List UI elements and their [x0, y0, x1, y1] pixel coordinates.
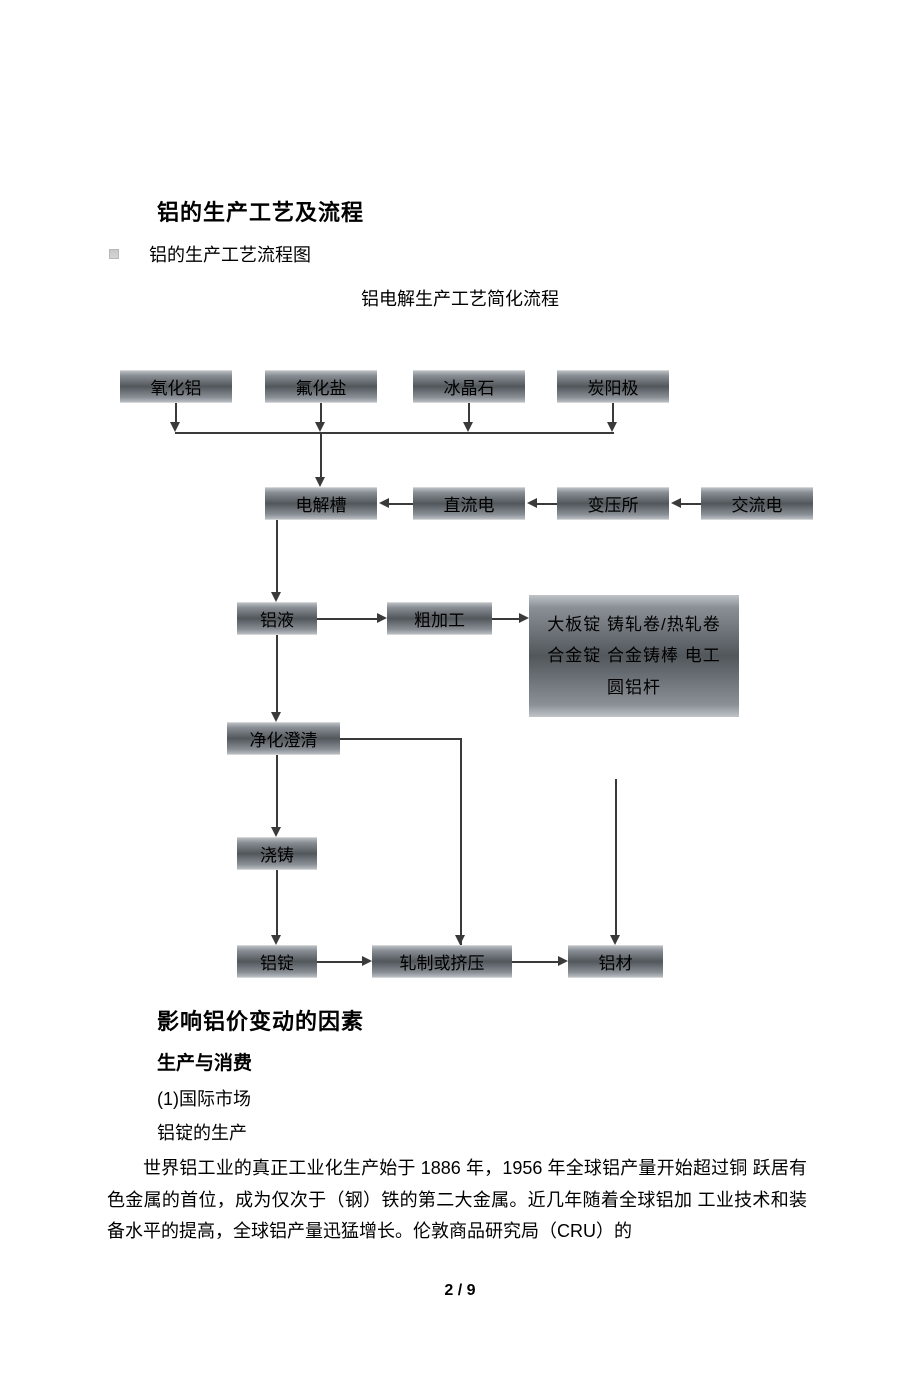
node-oxide: 氧化铝 — [120, 370, 232, 403]
subtitle-1: 铝的生产工艺流程图 — [149, 241, 311, 267]
node-liquid: 铝液 — [237, 602, 317, 635]
node-rolling: 轧制或挤压 — [372, 945, 512, 978]
node-anode: 炭阳极 — [557, 370, 669, 403]
subheading-3: (1)国际市场 — [157, 1085, 805, 1111]
bullet-icon — [109, 249, 119, 259]
section-title-2: 影响铝价变动的因素 — [157, 1004, 805, 1036]
node-cast: 浇铸 — [237, 837, 317, 870]
node-product: 铝材 — [568, 945, 663, 978]
node-transformer: 变压所 — [557, 487, 669, 520]
flowchart: 氧化铝 氟化盐 冰晶石 炭阳极 电解槽 直流电 变压所 交流电 铝液 — [120, 327, 805, 982]
node-ac: 交流电 — [701, 487, 813, 520]
node-cryolite: 冰晶石 — [413, 370, 525, 403]
subtitle-row: 铝的生产工艺流程图 — [115, 241, 805, 267]
plain-label: 铝锭的生产 — [157, 1119, 805, 1145]
node-fluoride: 氟化盐 — [265, 370, 377, 403]
subheading-2: 生产与消费 — [157, 1048, 805, 1075]
section-title-1: 铝的生产工艺及流程 — [157, 195, 805, 227]
node-rough: 粗加工 — [387, 602, 492, 635]
page-footer: 2 / 9 — [0, 1282, 920, 1300]
node-products-big: 大板锭 铸轧卷/热轧卷 合金锭 合金铸棒 电工圆铝杆 — [529, 595, 739, 717]
body-paragraph: 世界铝工业的真正工业化生产始于 1886 年，1956 年全球铝产量开始超过铜 … — [107, 1153, 807, 1248]
flowchart-title: 铝电解生产工艺简化流程 — [115, 285, 805, 311]
node-electrolyzer: 电解槽 — [265, 487, 377, 520]
node-dc: 直流电 — [413, 487, 525, 520]
node-ingot: 铝锭 — [237, 945, 317, 978]
node-purify: 净化澄清 — [227, 722, 340, 755]
